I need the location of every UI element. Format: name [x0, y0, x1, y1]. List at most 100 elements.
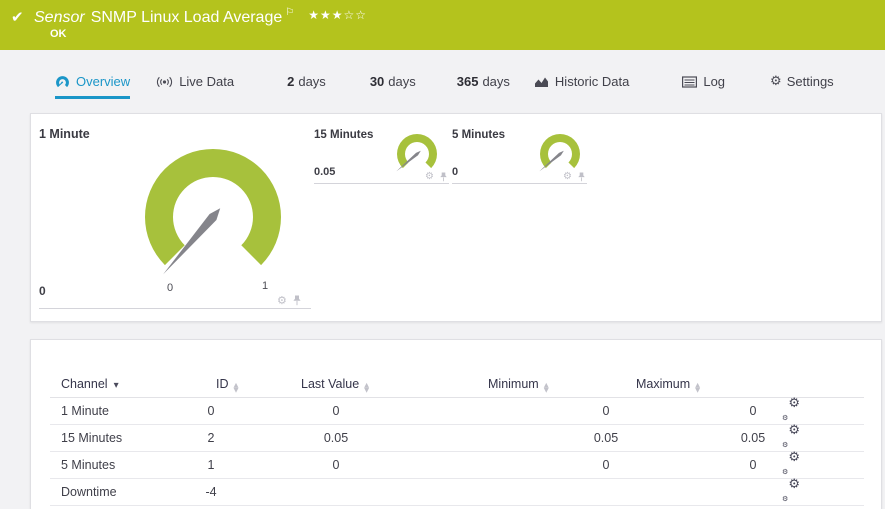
channel-name: 5 Minutes — [61, 458, 116, 472]
primary-gauge-value: 0 — [39, 284, 46, 298]
tab-overview[interactable]: Overview — [55, 50, 131, 99]
channel-id: -4 — [205, 485, 217, 499]
tab-365-days[interactable]: 365 days — [457, 50, 510, 99]
gauge-5min — [539, 133, 580, 172]
channel-settings-button[interactable]: ⚙ ⚙ — [782, 451, 800, 476]
gauge-15min-actions[interactable]: ⚙ — [425, 171, 448, 182]
gear-icon: ⚙ — [770, 74, 782, 89]
gauge-15min — [396, 133, 437, 172]
pin-icon[interactable] — [292, 295, 302, 306]
last-value: 0.05 — [323, 431, 349, 445]
live-data-icon — [156, 76, 173, 88]
column-header-last-value[interactable]: Last Value ▲ ▼ — [301, 377, 370, 394]
sort-both-icon: ▲ ▼ — [695, 381, 701, 394]
minimum-value: 0.05 — [593, 431, 619, 445]
gear-icon: ⚙ — [788, 477, 800, 492]
channels-table-panel: Channel ▾ ID ▲ ▼ Last Value ▲ ▼ Minimum ▲ ▼ Max… — [30, 339, 882, 509]
gauge-5min-title: 5 Minutes — [452, 129, 506, 141]
pin-icon[interactable] — [577, 172, 586, 182]
gear-icon[interactable]: ⚙ — [425, 171, 434, 182]
tab-live-data-label: Live Data — [179, 74, 235, 89]
tab-log[interactable]: Log — [682, 50, 725, 99]
tab-365-days-num: 365 — [456, 74, 479, 89]
area-chart-icon — [534, 75, 549, 88]
small-gear-icon: ⚙ — [782, 441, 789, 449]
tab-30-days[interactable]: 30 days — [370, 50, 416, 99]
column-header-id[interactable]: ID ▲ ▼ — [216, 377, 239, 394]
gear-icon: ⚙ — [788, 423, 800, 438]
gauge-15min-arc — [397, 133, 437, 169]
primary-gauge-scale-max: 1 — [261, 280, 269, 292]
channel-name: Downtime — [61, 485, 117, 499]
pin-icon[interactable] — [439, 172, 448, 182]
tab-365-days-label: days — [482, 74, 510, 89]
maximum-value: 0.05 — [740, 431, 766, 445]
gauge-5min-actions[interactable]: ⚙ — [563, 171, 586, 182]
channel-settings-button[interactable]: ⚙ ⚙ — [782, 478, 800, 503]
channel-id: 1 — [207, 458, 215, 472]
tab-settings-label: Settings — [786, 74, 834, 89]
sensor-title-line: Sensor SNMP Linux Load Average ⚐ ★★★☆☆ — [34, 7, 367, 27]
gauges-panel: 1 Minute 0 1 0 ⚙ 15 Minutes 0.05 ⚙ 5 Min… — [30, 113, 882, 322]
maximum-value: 0 — [749, 458, 757, 472]
gear-icon[interactable]: ⚙ — [277, 294, 287, 307]
gauge-5min-underline — [452, 183, 587, 184]
primary-gauge-scale-min: 0 — [166, 282, 174, 294]
gauge-15min-value: 0.05 — [314, 166, 336, 178]
tab-2-days-label: days — [298, 74, 326, 89]
primary-gauge-title: 1 Minute — [39, 127, 90, 141]
channel-name: 1 Minute — [61, 404, 109, 418]
maximum-value: 0 — [749, 404, 757, 418]
table-row: Downtime -4 ⚙ ⚙ — [50, 478, 864, 506]
tab-bar: Overview Live Data 2 days 30 days 365 da… — [0, 50, 885, 113]
tab-30-days-num: 30 — [369, 74, 385, 89]
channel-id: 0 — [207, 404, 215, 418]
tab-2-days[interactable]: 2 days — [287, 50, 326, 99]
gear-icon[interactable]: ⚙ — [563, 171, 572, 182]
table-row: 1 Minute 0 0 0 0 ⚙ ⚙ — [50, 397, 864, 425]
gauge-15min-needle — [396, 150, 421, 172]
sort-both-icon: ▲ ▼ — [233, 381, 239, 394]
tab-2-days-num: 2 — [287, 74, 295, 89]
flag-icon: ⚐ — [285, 7, 295, 18]
tab-live-data[interactable]: Live Data — [156, 50, 234, 99]
gauge-5min-value: 0 — [452, 166, 459, 178]
primary-gauge-arc — [145, 148, 281, 266]
sort-both-icon: ▲ ▼ — [543, 381, 549, 394]
stars-empty[interactable]: ☆☆ — [343, 8, 368, 22]
gauge-5min-arc — [540, 133, 580, 169]
primary-gauge — [145, 148, 281, 275]
sort-desc-icon: ▾ — [113, 380, 119, 391]
column-header-minimum[interactable]: Minimum ▲ ▼ — [488, 377, 549, 394]
sensor-title: SNMP Linux Load Average — [90, 9, 283, 26]
gauge-15min-underline — [314, 183, 449, 184]
gauge-icon — [55, 75, 70, 89]
stars-filled[interactable]: ★★★ — [308, 8, 344, 22]
small-gear-icon: ⚙ — [782, 468, 789, 476]
tab-historic-data-label: Historic Data — [554, 74, 630, 89]
primary-gauge-actions[interactable]: ⚙ — [277, 295, 302, 306]
column-header-channel[interactable]: Channel ▾ — [61, 377, 119, 391]
status-ok-icon: ✔ — [11, 8, 24, 26]
channel-settings-button[interactable]: ⚙ ⚙ — [782, 397, 800, 422]
table-row: 5 Minutes 1 0 0 0 ⚙ ⚙ — [50, 451, 864, 479]
primary-gauge-underline — [39, 308, 311, 309]
priority-stars[interactable]: ★★★☆☆ — [308, 8, 367, 22]
sensor-kind-label: Sensor — [34, 9, 85, 26]
column-header-maximum[interactable]: Maximum ▲ ▼ — [636, 377, 701, 394]
small-gear-icon: ⚙ — [782, 414, 789, 422]
last-value: 0 — [332, 404, 340, 418]
tab-settings[interactable]: ⚙ Settings — [770, 50, 834, 99]
tab-historic-data[interactable]: Historic Data — [534, 50, 629, 99]
channel-settings-button[interactable]: ⚙ ⚙ — [782, 424, 800, 449]
sensor-status-bar: ✔ Sensor SNMP Linux Load Average ⚐ ★★★☆☆ OK — [0, 0, 885, 50]
small-gear-icon: ⚙ — [782, 495, 789, 503]
tab-log-label: Log — [703, 74, 726, 89]
table-row: 15 Minutes 2 0.05 0.05 0.05 ⚙ ⚙ — [50, 424, 864, 452]
sort-both-icon: ▲ ▼ — [364, 381, 370, 394]
tab-30-days-label: days — [388, 74, 416, 89]
channel-name: 15 Minutes — [61, 431, 123, 445]
last-value: 0 — [332, 458, 340, 472]
gauge-15min-title: 15 Minutes — [314, 129, 374, 141]
gauge-5min-needle — [539, 150, 564, 172]
